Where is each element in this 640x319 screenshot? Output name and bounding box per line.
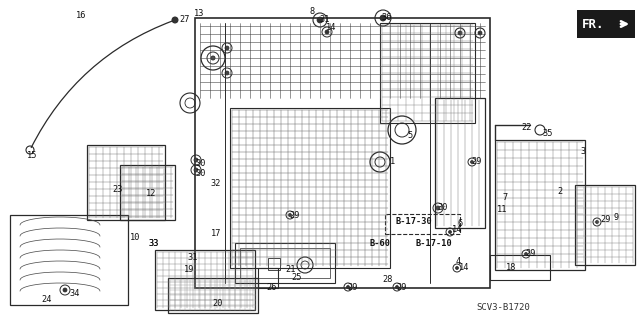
Text: SCV3-B1720: SCV3-B1720 bbox=[476, 303, 530, 313]
Circle shape bbox=[211, 56, 215, 60]
Text: 22: 22 bbox=[521, 123, 531, 132]
Circle shape bbox=[458, 31, 462, 35]
Bar bbox=[120, 165, 175, 220]
Text: 31: 31 bbox=[319, 16, 330, 25]
Bar bbox=[268, 258, 280, 270]
Circle shape bbox=[470, 160, 474, 164]
Text: 29: 29 bbox=[289, 211, 300, 219]
Text: 15: 15 bbox=[27, 151, 38, 160]
Text: 12: 12 bbox=[146, 189, 157, 197]
Circle shape bbox=[317, 17, 323, 23]
Text: 20: 20 bbox=[212, 300, 223, 308]
Circle shape bbox=[325, 30, 329, 34]
Text: 29: 29 bbox=[471, 157, 481, 166]
Bar bbox=[230, 108, 390, 268]
Text: 29: 29 bbox=[600, 216, 611, 225]
Text: 29: 29 bbox=[525, 249, 536, 257]
Text: 16: 16 bbox=[76, 11, 86, 20]
Circle shape bbox=[595, 220, 598, 224]
Text: 5: 5 bbox=[407, 131, 412, 140]
Text: 29: 29 bbox=[396, 283, 406, 292]
Text: 21: 21 bbox=[285, 265, 296, 275]
Text: 19: 19 bbox=[184, 265, 195, 275]
Text: B-17-10: B-17-10 bbox=[415, 240, 452, 249]
Text: 30: 30 bbox=[195, 159, 205, 167]
Bar bbox=[575, 185, 635, 265]
Text: 33: 33 bbox=[148, 239, 159, 248]
Circle shape bbox=[63, 288, 67, 292]
Text: 17: 17 bbox=[211, 228, 221, 238]
Text: 13: 13 bbox=[194, 9, 205, 18]
Text: 7: 7 bbox=[502, 192, 508, 202]
Text: 6: 6 bbox=[457, 219, 462, 227]
Text: 1: 1 bbox=[390, 158, 396, 167]
Bar bbox=[87, 145, 165, 220]
Circle shape bbox=[194, 158, 198, 162]
Text: FR.: FR. bbox=[582, 18, 605, 31]
Text: 32: 32 bbox=[210, 179, 221, 188]
FancyBboxPatch shape bbox=[577, 10, 635, 38]
Text: 34: 34 bbox=[69, 288, 79, 298]
Text: 11: 11 bbox=[497, 205, 508, 214]
Text: 28: 28 bbox=[382, 275, 392, 284]
Text: 2: 2 bbox=[557, 188, 563, 197]
Text: 27: 27 bbox=[179, 16, 189, 25]
Text: 30: 30 bbox=[195, 169, 205, 179]
Text: 8: 8 bbox=[310, 8, 316, 17]
Text: 24: 24 bbox=[41, 295, 51, 305]
Circle shape bbox=[380, 15, 386, 21]
Text: 29: 29 bbox=[347, 283, 358, 292]
Text: 3: 3 bbox=[580, 147, 585, 157]
Circle shape bbox=[449, 231, 451, 234]
Circle shape bbox=[478, 31, 482, 35]
Text: 14: 14 bbox=[326, 24, 337, 33]
Circle shape bbox=[456, 266, 458, 270]
Bar bbox=[10, 215, 128, 305]
Bar bbox=[435, 98, 485, 228]
Text: 14: 14 bbox=[452, 226, 463, 234]
Text: 35: 35 bbox=[542, 129, 552, 137]
Bar bbox=[168, 278, 258, 313]
Circle shape bbox=[225, 71, 229, 75]
Bar bbox=[258, 268, 278, 288]
Circle shape bbox=[436, 206, 440, 210]
Text: 18: 18 bbox=[506, 263, 516, 271]
Circle shape bbox=[396, 286, 399, 288]
Bar bbox=[195, 18, 490, 288]
Bar bbox=[240, 248, 330, 278]
Text: 31: 31 bbox=[187, 254, 198, 263]
Text: 9: 9 bbox=[613, 213, 618, 222]
Text: 26: 26 bbox=[266, 284, 276, 293]
Circle shape bbox=[525, 253, 527, 256]
Bar bbox=[385, 214, 460, 234]
Circle shape bbox=[194, 168, 198, 172]
Bar bbox=[380, 23, 475, 123]
Circle shape bbox=[289, 213, 291, 217]
Bar bbox=[155, 250, 255, 310]
Text: 30: 30 bbox=[437, 204, 447, 212]
Circle shape bbox=[346, 286, 349, 288]
Bar bbox=[490, 255, 550, 280]
Text: 25: 25 bbox=[291, 273, 301, 283]
Text: 14: 14 bbox=[459, 263, 470, 272]
Circle shape bbox=[172, 17, 178, 23]
Text: 23: 23 bbox=[112, 186, 122, 195]
Text: 10: 10 bbox=[130, 234, 141, 242]
Text: 36: 36 bbox=[381, 13, 392, 23]
Bar bbox=[235, 243, 335, 283]
Text: B-60: B-60 bbox=[370, 240, 391, 249]
Text: 33: 33 bbox=[148, 239, 159, 248]
Text: B-17-30: B-17-30 bbox=[396, 218, 433, 226]
Circle shape bbox=[225, 46, 229, 50]
Bar bbox=[495, 140, 585, 270]
Text: 4: 4 bbox=[456, 256, 461, 265]
